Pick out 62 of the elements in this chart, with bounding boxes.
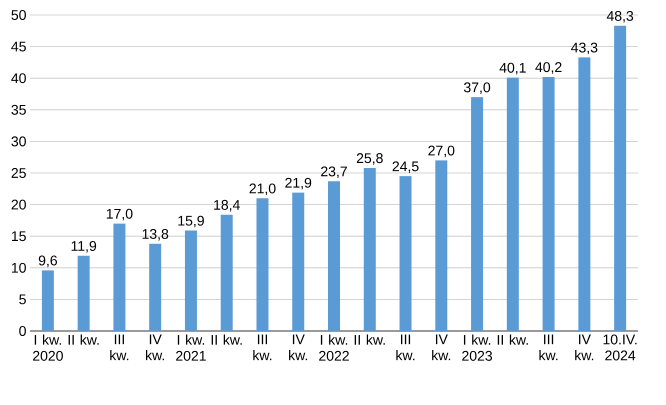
bar xyxy=(292,192,304,331)
x-tick-label: I kw. 2021 xyxy=(176,334,206,361)
data-label: 17,0 xyxy=(106,208,132,220)
x-tick-label: II kw. xyxy=(498,334,528,345)
x-tick-label: III kw. xyxy=(539,334,558,360)
bar xyxy=(400,176,412,331)
x-tick-label: II kw. xyxy=(212,334,242,345)
bar xyxy=(256,198,268,331)
data-label: 40,1 xyxy=(500,62,526,74)
x-tick-label: IV kw. xyxy=(575,334,594,360)
x-tick-label: IV kw. xyxy=(289,334,308,360)
bar xyxy=(471,97,484,331)
data-label: 25,8 xyxy=(356,153,383,165)
x-tick-label: III kw. xyxy=(253,334,272,360)
x-tick-label: III kw. xyxy=(110,334,128,360)
y-tick-label: 25 xyxy=(12,168,26,178)
y-tick-label: 10 xyxy=(12,262,26,273)
x-tick-label: IV kw. xyxy=(146,334,164,360)
bar xyxy=(578,57,590,331)
x-tick-label: I kw. 2023 xyxy=(462,334,492,361)
bar xyxy=(149,244,162,331)
bar xyxy=(542,76,555,331)
bar xyxy=(328,181,340,331)
data-label: 13,8 xyxy=(142,229,168,241)
y-tick-label: 45 xyxy=(11,42,26,52)
data-label: 27,0 xyxy=(428,146,454,158)
bar xyxy=(506,78,519,331)
data-label: 37,0 xyxy=(464,82,490,94)
y-tick-label: 0 xyxy=(19,326,26,336)
x-tick-label: II kw. xyxy=(68,334,99,345)
x-tick-label: II kw. xyxy=(354,334,385,345)
y-tick-label: 50 xyxy=(11,10,26,20)
x-tick-label: 10.IV. 2024 xyxy=(604,334,637,360)
y-tick-label: 15 xyxy=(12,231,26,242)
data-label: 11,9 xyxy=(72,241,96,253)
bar xyxy=(364,168,376,331)
y-tick-label: 20 xyxy=(12,200,26,210)
data-label: 21,9 xyxy=(285,178,312,190)
bar xyxy=(42,270,54,331)
y-tick-label: 5 xyxy=(19,294,26,304)
y-tick-label: 30 xyxy=(11,136,26,146)
data-label: 21,0 xyxy=(250,184,276,196)
bar xyxy=(113,224,126,331)
bar xyxy=(78,256,90,331)
x-tick-label: I kw. 2020 xyxy=(33,334,63,361)
bar xyxy=(184,230,197,331)
bar xyxy=(220,214,233,331)
data-label: 40,2 xyxy=(535,62,562,74)
data-label: 48,3 xyxy=(606,10,634,23)
data-label: 18,4 xyxy=(214,200,240,212)
data-label: 15,9 xyxy=(178,216,204,228)
bar xyxy=(435,160,448,331)
y-tick-label: 40 xyxy=(11,73,26,84)
x-tick-label: I kw. 2022 xyxy=(319,334,349,361)
data-label: 43,3 xyxy=(571,42,598,54)
data-label: 9,6 xyxy=(38,256,57,268)
data-label: 23,7 xyxy=(321,166,347,178)
data-label: 24,5 xyxy=(392,161,419,173)
x-tick-label: III kw. xyxy=(396,334,414,360)
y-tick-label: 35 xyxy=(11,104,26,115)
x-tick-label: IV kw. xyxy=(432,334,450,360)
bar xyxy=(614,26,626,331)
